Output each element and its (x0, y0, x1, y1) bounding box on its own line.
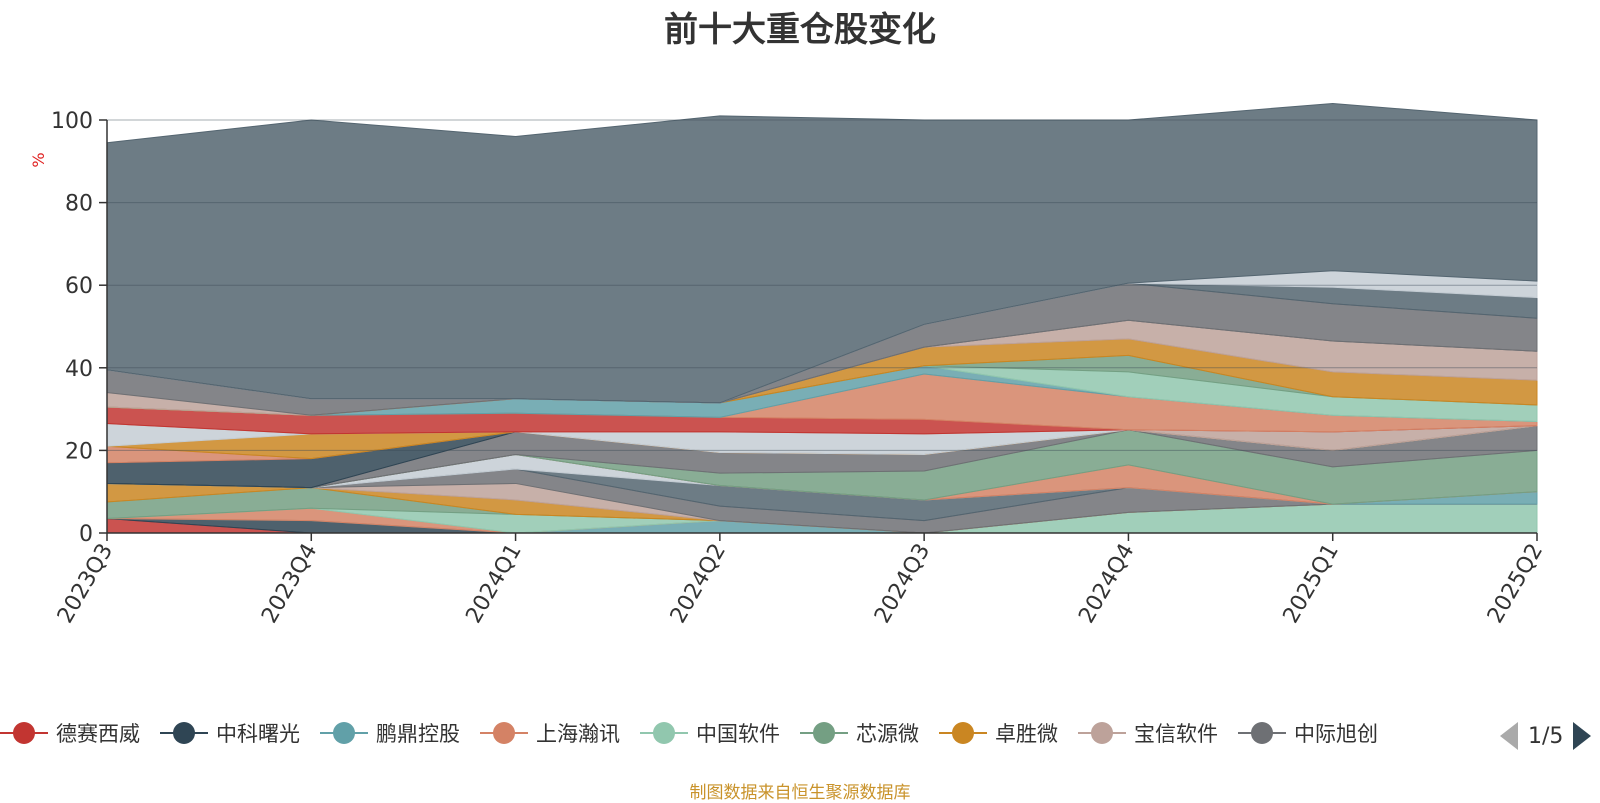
x-tick-label: 2024Q1 (461, 540, 526, 628)
legend-marker-icon (1078, 721, 1126, 745)
y-tick-label: 80 (65, 192, 93, 217)
legend-item[interactable]: 中际旭创 (1238, 718, 1378, 748)
legend-item[interactable]: 鹏鼎控股 (320, 718, 460, 748)
chart-areas (106, 102, 1538, 534)
legend-label: 上海瀚讯 (536, 722, 620, 746)
legend-item[interactable]: 中国软件 (640, 718, 780, 748)
x-tick-label: 2023Q4 (257, 540, 322, 628)
legend-prev-page-icon[interactable] (1500, 722, 1518, 750)
area-series-31[interactable] (106, 102, 1538, 404)
x-tick-label: 2024Q4 (1074, 540, 1139, 628)
legend-label: 中际旭创 (1294, 722, 1378, 746)
y-tick-label: 20 (65, 439, 93, 464)
legend-label: 芯源微 (856, 722, 919, 746)
x-tick-label: 2025Q2 (1483, 540, 1548, 628)
x-tick-label: 2024Q2 (666, 540, 731, 628)
legend-label: 卓胜微 (995, 722, 1058, 746)
legend-pager: 1/5 (1500, 718, 1592, 754)
legend-next-page-icon[interactable] (1573, 722, 1592, 750)
area-chart: 0 20 40 60 80 100 2023Q3 2023Q4 2024Q1 2024Q2 2024… (29, 102, 1548, 628)
y-tick-label: 40 (65, 357, 93, 382)
chart-gridlines (107, 119, 1537, 451)
legend-label: 德赛西威 (56, 722, 140, 746)
legend-label: 中科曙光 (216, 722, 300, 746)
x-tick-label: 2024Q3 (870, 540, 935, 628)
legend-item[interactable]: 中科曙光 (160, 718, 300, 748)
legend-label: 宝信软件 (1134, 722, 1218, 746)
legend-item[interactable]: 宝信软件 (1078, 718, 1218, 748)
legend-item[interactable]: 上海瀚讯 (480, 718, 620, 748)
legend-label: 中国软件 (696, 722, 780, 746)
legend-marker-icon (1238, 721, 1286, 745)
legend: 德赛西威 中科曙光 鹏鼎控股 上海瀚讯 中国软件 芯源微 卓胜微 宝信软件 中际旭创 (0, 718, 1490, 754)
y-axis-unit-label: % (29, 152, 48, 167)
legend-marker-icon (480, 721, 528, 745)
legend-label: 鹏鼎控股 (376, 722, 460, 746)
legend-item[interactable]: 芯源微 (800, 718, 919, 748)
chart-title: 前十大重仓股变化 (664, 10, 936, 50)
x-tick-label: 2025Q1 (1279, 540, 1344, 628)
legend-marker-icon (320, 721, 368, 745)
legend-marker-icon (939, 721, 987, 745)
legend-marker-icon (640, 721, 688, 745)
legend-page-indicator: 1/5 (1528, 723, 1564, 749)
x-tick-label: 2023Q3 (53, 540, 118, 628)
legend-marker-icon (800, 721, 848, 745)
legend-marker-icon (160, 721, 208, 745)
legend-marker-icon (0, 721, 48, 745)
legend-item[interactable]: 卓胜微 (939, 718, 1058, 748)
legend-item[interactable]: 德赛西威 (0, 718, 140, 748)
y-tick-label: 0 (79, 522, 93, 547)
y-tick-label: 100 (51, 109, 93, 134)
y-tick-label: 60 (65, 274, 93, 299)
source-note: 制图数据来自恒生聚源数据库 (689, 783, 911, 803)
